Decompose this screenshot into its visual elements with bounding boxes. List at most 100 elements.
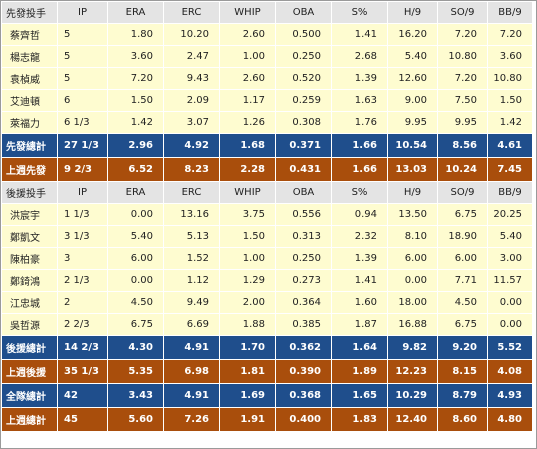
header-cell-so9: SO/9	[438, 182, 488, 204]
stat-cell: 7.20	[438, 68, 488, 90]
pitcher-name-cell: 全隊總計	[2, 384, 58, 408]
header-cell-h9: H/9	[388, 2, 438, 24]
stat-cell: 9.95	[438, 112, 488, 134]
header-cell-erc: ERC	[164, 2, 220, 24]
stat-cell: 3.07	[164, 112, 220, 134]
header-cell-s: S%	[332, 2, 388, 24]
stat-cell: 6.69	[164, 314, 220, 336]
stat-cell: 2.00	[220, 292, 276, 314]
stat-cell: 6.00	[108, 248, 164, 270]
header-cell-bb9: BB/9	[488, 2, 533, 24]
stat-cell: 1.41	[332, 270, 388, 292]
stat-cell: 3.75	[220, 204, 276, 226]
stat-cell: 10.24	[438, 158, 488, 182]
stat-cell: 5	[58, 24, 108, 46]
stat-cell: 8.10	[388, 226, 438, 248]
stat-cell: 1.89	[332, 360, 388, 384]
header-cell-bb9: BB/9	[488, 182, 533, 204]
table-row: 袁楨威 5 7.20 9.43 2.60 0.520 1.39 12.60 7.20 10.80	[2, 68, 533, 90]
stat-cell: 1.66	[332, 158, 388, 182]
stat-cell: 0.371	[276, 134, 332, 158]
stat-cell: 5.40	[488, 226, 533, 248]
header-cell-oba: OBA	[276, 2, 332, 24]
stat-cell: 7.20	[438, 24, 488, 46]
stat-cell: 5	[58, 68, 108, 90]
stat-cell: 4.50	[438, 292, 488, 314]
stat-cell: 1.42	[488, 112, 533, 134]
relievers-header-row: 後援投手 IP ERA ERC WHIP OBA S% H/9 SO/9 BB/9	[2, 182, 533, 204]
stat-cell: 1.88	[220, 314, 276, 336]
starters-last-week-row: 上週先發 9 2/3 6.52 8.23 2.28 0.431 1.66 13.03 10.24…	[2, 158, 533, 182]
stat-cell: 0.400	[276, 408, 332, 432]
stat-cell: 18.00	[388, 292, 438, 314]
stat-cell: 1.66	[332, 134, 388, 158]
stat-cell: 1 1/3	[58, 204, 108, 226]
stat-cell: 4.30	[108, 336, 164, 360]
stat-cell: 16.88	[388, 314, 438, 336]
stat-cell: 1.42	[108, 112, 164, 134]
stat-cell: 1.50	[488, 90, 533, 112]
pitcher-name-cell: 鄭錡鴻	[2, 270, 58, 292]
stat-cell: 6	[58, 90, 108, 112]
stat-cell: 2	[58, 292, 108, 314]
pitcher-name-cell: 蔡齊哲	[2, 24, 58, 46]
stat-cell: 9.43	[164, 68, 220, 90]
pitcher-name-cell: 上週先發	[2, 158, 58, 182]
stat-cell: 1.50	[220, 226, 276, 248]
stat-cell: 0.313	[276, 226, 332, 248]
stat-cell: 12.23	[388, 360, 438, 384]
stat-cell: 0.94	[332, 204, 388, 226]
stat-cell: 3	[58, 248, 108, 270]
stat-cell: 1.12	[164, 270, 220, 292]
header-cell-group: 先發投手	[2, 2, 58, 24]
stat-cell: 7.45	[488, 158, 533, 182]
stat-cell: 3.00	[488, 248, 533, 270]
stat-cell: 8.15	[438, 360, 488, 384]
pitcher-name-cell: 陳柏豪	[2, 248, 58, 270]
stat-cell: 5.40	[388, 46, 438, 68]
stat-cell: 2.32	[332, 226, 388, 248]
stat-cell: 1.39	[332, 248, 388, 270]
stat-cell: 0.308	[276, 112, 332, 134]
stat-cell: 1.81	[220, 360, 276, 384]
starters-total-row: 先發總計 27 1/3 2.96 4.92 1.68 0.371 1.66 10.54 8.56…	[2, 134, 533, 158]
stat-cell: 1.00	[220, 248, 276, 270]
stat-cell: 5.52	[488, 336, 533, 360]
stat-cell: 6.75	[438, 204, 488, 226]
table-row: 艾迪頓 6 1.50 2.09 1.17 0.259 1.63 9.00 7.50 1.50	[2, 90, 533, 112]
stat-cell: 0.362	[276, 336, 332, 360]
header-cell-whip: WHIP	[220, 2, 276, 24]
stat-cell: 9 2/3	[58, 158, 108, 182]
stat-cell: 8.60	[438, 408, 488, 432]
stat-cell: 6 1/3	[58, 112, 108, 134]
stat-cell: 7.50	[438, 90, 488, 112]
stat-cell: 1.91	[220, 408, 276, 432]
stat-cell: 3.43	[108, 384, 164, 408]
stat-cell: 2.60	[220, 68, 276, 90]
stat-cell: 6.52	[108, 158, 164, 182]
stat-cell: 1.70	[220, 336, 276, 360]
stat-cell: 4.80	[488, 408, 533, 432]
table-row: 江忠城 2 4.50 9.49 2.00 0.364 1.60 18.00 4.50 0.00	[2, 292, 533, 314]
stat-cell: 0.250	[276, 248, 332, 270]
table-row: 楊志龍 5 3.60 2.47 1.00 0.250 2.68 5.40 10.80 3.60	[2, 46, 533, 68]
table-row: 陳柏豪 3 6.00 1.52 1.00 0.250 1.39 6.00 6.00 3.00	[2, 248, 533, 270]
stat-cell: 4.91	[164, 336, 220, 360]
stat-cell: 10.80	[438, 46, 488, 68]
stat-cell: 6.75	[108, 314, 164, 336]
header-cell-s: S%	[332, 182, 388, 204]
stat-cell: 4.92	[164, 134, 220, 158]
stat-cell: 6.00	[438, 248, 488, 270]
stat-cell: 0.00	[108, 270, 164, 292]
stat-cell: 1.52	[164, 248, 220, 270]
relievers-total-row: 後援總計 14 2/3 4.30 4.91 1.70 0.362 1.64 9.82 9.20 5…	[2, 336, 533, 360]
pitcher-name-cell: 先發總計	[2, 134, 58, 158]
stat-cell: 1.87	[332, 314, 388, 336]
stat-cell: 4.91	[164, 384, 220, 408]
team-total-row: 全隊總計 42 3.43 4.91 1.69 0.368 1.65 10.29 8.79 4.93	[2, 384, 533, 408]
stat-cell: 0.390	[276, 360, 332, 384]
table-row: 洪宸宇 1 1/3 0.00 13.16 3.75 0.556 0.94 13.50 6.75 2…	[2, 204, 533, 226]
stat-cell: 4.61	[488, 134, 533, 158]
stat-cell: 2.60	[220, 24, 276, 46]
stat-cell: 8.79	[438, 384, 488, 408]
